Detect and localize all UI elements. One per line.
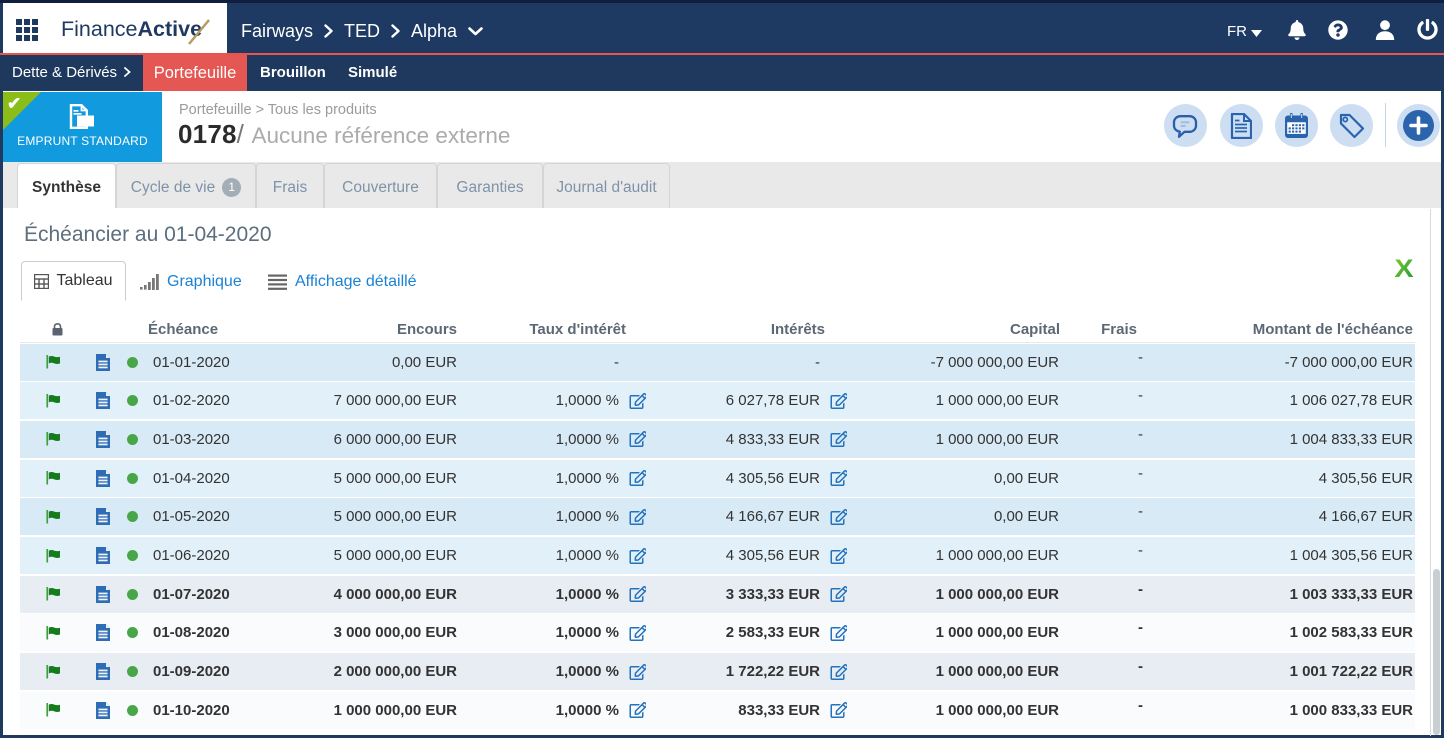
- svg-text:X: X: [1394, 257, 1413, 283]
